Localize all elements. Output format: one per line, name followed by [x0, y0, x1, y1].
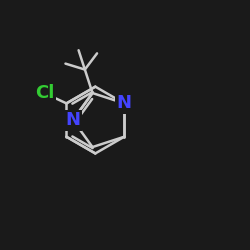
Text: N: N — [66, 111, 80, 129]
Text: N: N — [117, 94, 132, 112]
Text: Cl: Cl — [36, 84, 55, 102]
